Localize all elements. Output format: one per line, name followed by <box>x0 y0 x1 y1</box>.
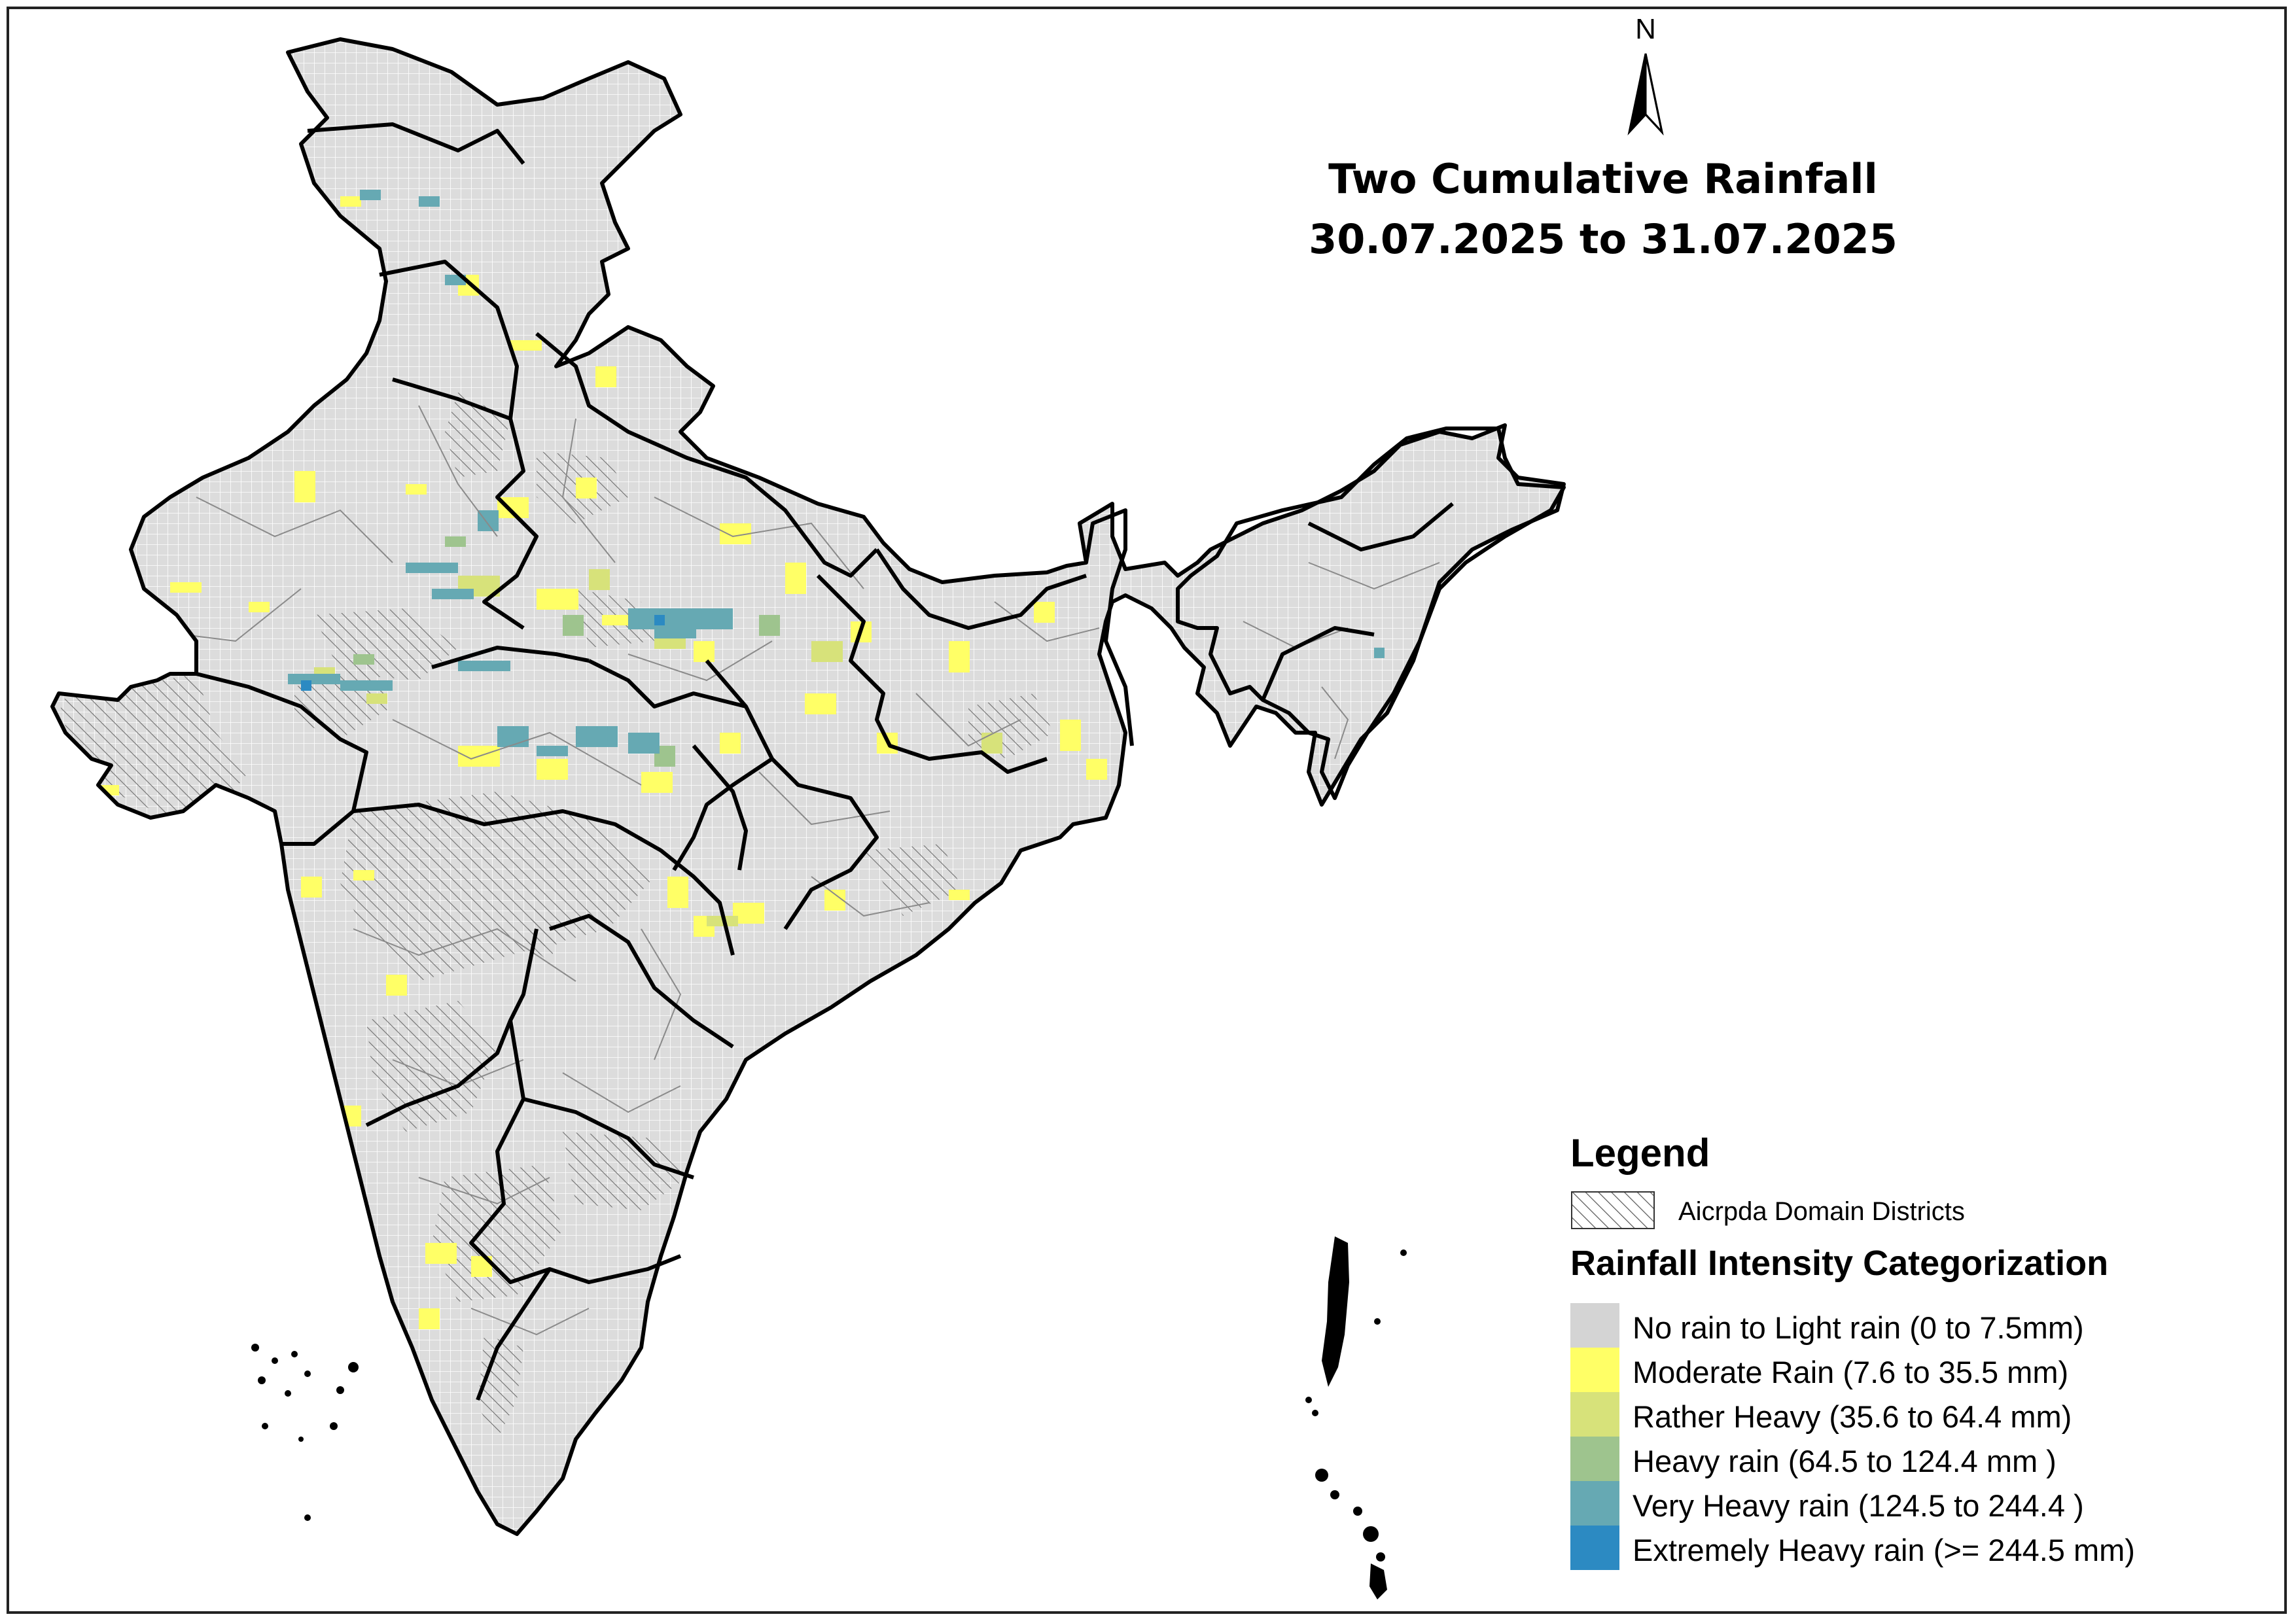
legend-label: Moderate Rain (7.6 to 35.5 mm) <box>1633 1355 2069 1389</box>
legend-swatch <box>1570 1437 1619 1481</box>
legend-swatch <box>1570 1526 1619 1570</box>
legend-label: Rather Heavy (35.6 to 64.4 mm) <box>1633 1399 2072 1434</box>
lakshadweep-islands <box>251 1344 359 1521</box>
hatch-label: Aicrpda Domain Districts <box>1678 1197 1965 1226</box>
title-line-2: 30.07.2025 to 31.07.2025 <box>1309 215 1898 263</box>
legend-swatch <box>1570 1303 1619 1348</box>
north-arrow: N <box>1616 13 1675 144</box>
north-label: N <box>1635 13 1656 45</box>
legend-title: Legend <box>1570 1131 1710 1175</box>
map-frame <box>7 7 2287 1614</box>
legend: Legend Aicrpda Domain Districts Rainfall… <box>1557 1125 2277 1603</box>
andaman-nicobar-islands <box>1305 1236 1407 1599</box>
legend-label: Very Heavy rain (124.5 to 244.4 ) <box>1633 1488 2084 1523</box>
legend-label: No rain to Light rain (0 to 7.5mm) <box>1633 1310 2084 1345</box>
state-boundaries <box>52 39 1566 1534</box>
legend-swatch <box>1570 1481 1619 1526</box>
hatch-swatch <box>1571 1191 1655 1229</box>
map-title: Two Cumulative Rainfall 30.07.2025 to 31… <box>1276 149 1930 270</box>
legend-label: Extremely Heavy rain (>= 244.5 mm) <box>1633 1533 2135 1567</box>
title-line-1: Two Cumulative Rainfall <box>1328 155 1878 203</box>
rainfall-cells <box>98 190 1385 1329</box>
legend-label: Heavy rain (64.5 to 124.4 mm ) <box>1633 1444 2057 1478</box>
legend-swatch <box>1570 1392 1619 1437</box>
legend-swatch <box>1570 1348 1619 1392</box>
category-title: Rainfall Intensity Categorization <box>1570 1244 2109 1283</box>
aicrpda-hatched-districts <box>59 393 1053 1439</box>
north-arrow-icon <box>1627 53 1664 135</box>
